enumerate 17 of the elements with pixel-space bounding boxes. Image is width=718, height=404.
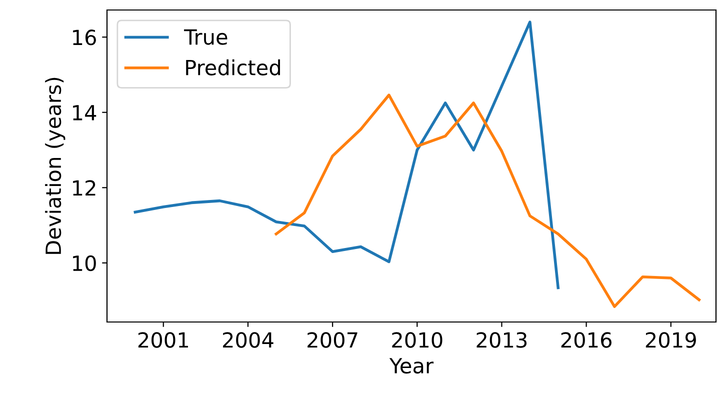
x-axis-title: Year (389, 358, 434, 374)
x-tick-label: 2010 (392, 332, 442, 348)
y-tick-label: 16 (73, 30, 96, 46)
x-tick-label: 2001 (138, 332, 188, 348)
x-tick-label: 2013 (476, 332, 527, 348)
y-axis-title: Deviation (years) (45, 78, 66, 254)
y-tick-label: 10 (73, 255, 96, 272)
legend-label: True (184, 29, 228, 45)
line-series (274, 94, 700, 308)
x-tick-label: 2004 (222, 332, 274, 348)
x-tick-label: 2016 (561, 332, 612, 348)
legend-label: Predicted (186, 59, 280, 76)
x-tick-label: 2019 (646, 332, 696, 348)
y-tick-label: 14 (73, 105, 96, 120)
y-tick-label: 12 (73, 180, 96, 196)
x-tick-label: 2007 (308, 332, 358, 348)
line-series (134, 20, 560, 290)
